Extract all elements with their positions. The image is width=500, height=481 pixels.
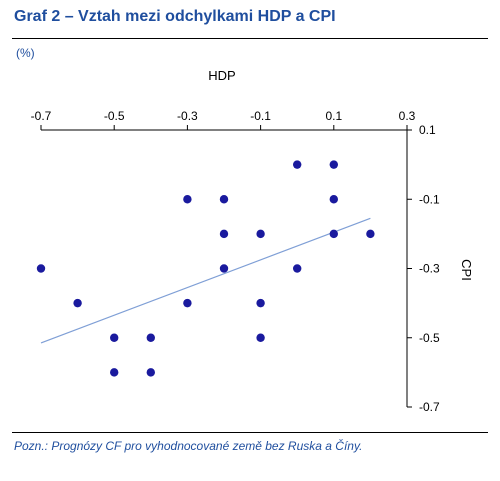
x-tick-label: 0.3 bbox=[399, 109, 416, 123]
x-axis-title: HDP bbox=[208, 68, 235, 83]
data-point bbox=[36, 264, 46, 273]
data-point bbox=[329, 229, 338, 239]
unit-label: (%) bbox=[16, 46, 35, 60]
y-tick-label: -0.3 bbox=[419, 262, 440, 276]
data-point bbox=[219, 229, 229, 239]
data-point bbox=[110, 333, 119, 342]
data-point bbox=[73, 298, 82, 308]
data-point bbox=[329, 195, 338, 204]
data-point bbox=[366, 229, 375, 239]
y-tick-label: -0.1 bbox=[419, 192, 440, 206]
data-point bbox=[146, 368, 155, 377]
bottom-rule bbox=[12, 432, 488, 433]
data-point bbox=[219, 195, 229, 204]
x-tick-label: -0.5 bbox=[104, 109, 125, 123]
footnote: Pozn.: Prognózy CF pro vyhodnocované zem… bbox=[14, 439, 363, 453]
data-point bbox=[219, 264, 229, 273]
x-tick-label: -0.1 bbox=[250, 109, 271, 123]
trend-line bbox=[40, 217, 371, 344]
y-tick-label: 0.1 bbox=[419, 123, 436, 137]
y-axis-title: CPI bbox=[459, 259, 474, 281]
data-point bbox=[183, 195, 192, 204]
data-point bbox=[293, 264, 302, 273]
x-tick-label: -0.7 bbox=[31, 109, 52, 123]
y-tick-label: -0.5 bbox=[419, 331, 440, 345]
data-point bbox=[256, 333, 265, 342]
x-tick-label: -0.3 bbox=[177, 109, 198, 123]
y-tick-label: -0.7 bbox=[419, 400, 440, 414]
data-point bbox=[256, 229, 265, 239]
chart-title: Graf 2 – Vztah mezi odchylkami HDP a CPI bbox=[14, 8, 336, 25]
data-point bbox=[293, 160, 302, 169]
data-point bbox=[110, 368, 119, 377]
data-point bbox=[183, 298, 192, 308]
data-point bbox=[146, 333, 155, 342]
data-point bbox=[329, 160, 338, 169]
top-rule bbox=[12, 38, 488, 39]
x-tick-label: 0.1 bbox=[325, 109, 342, 123]
data-point bbox=[256, 298, 265, 308]
